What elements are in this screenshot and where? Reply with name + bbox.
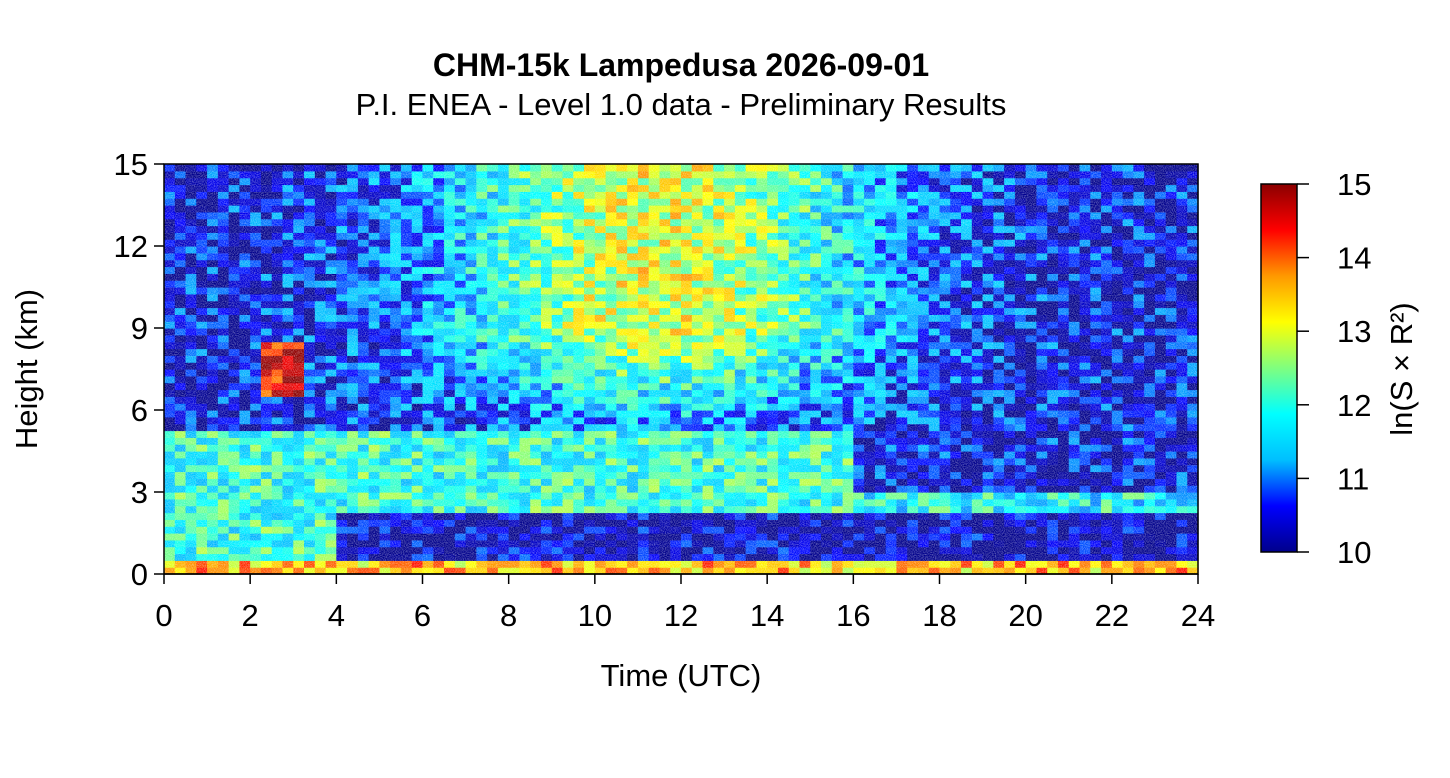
chart-title: CHM-15k Lampedusa 2026-09-01 [433, 47, 929, 83]
heatmap-plot-area [163, 163, 1199, 575]
chart-subtitle: P.I. ENEA - Level 1.0 data - Preliminary… [356, 87, 1007, 122]
